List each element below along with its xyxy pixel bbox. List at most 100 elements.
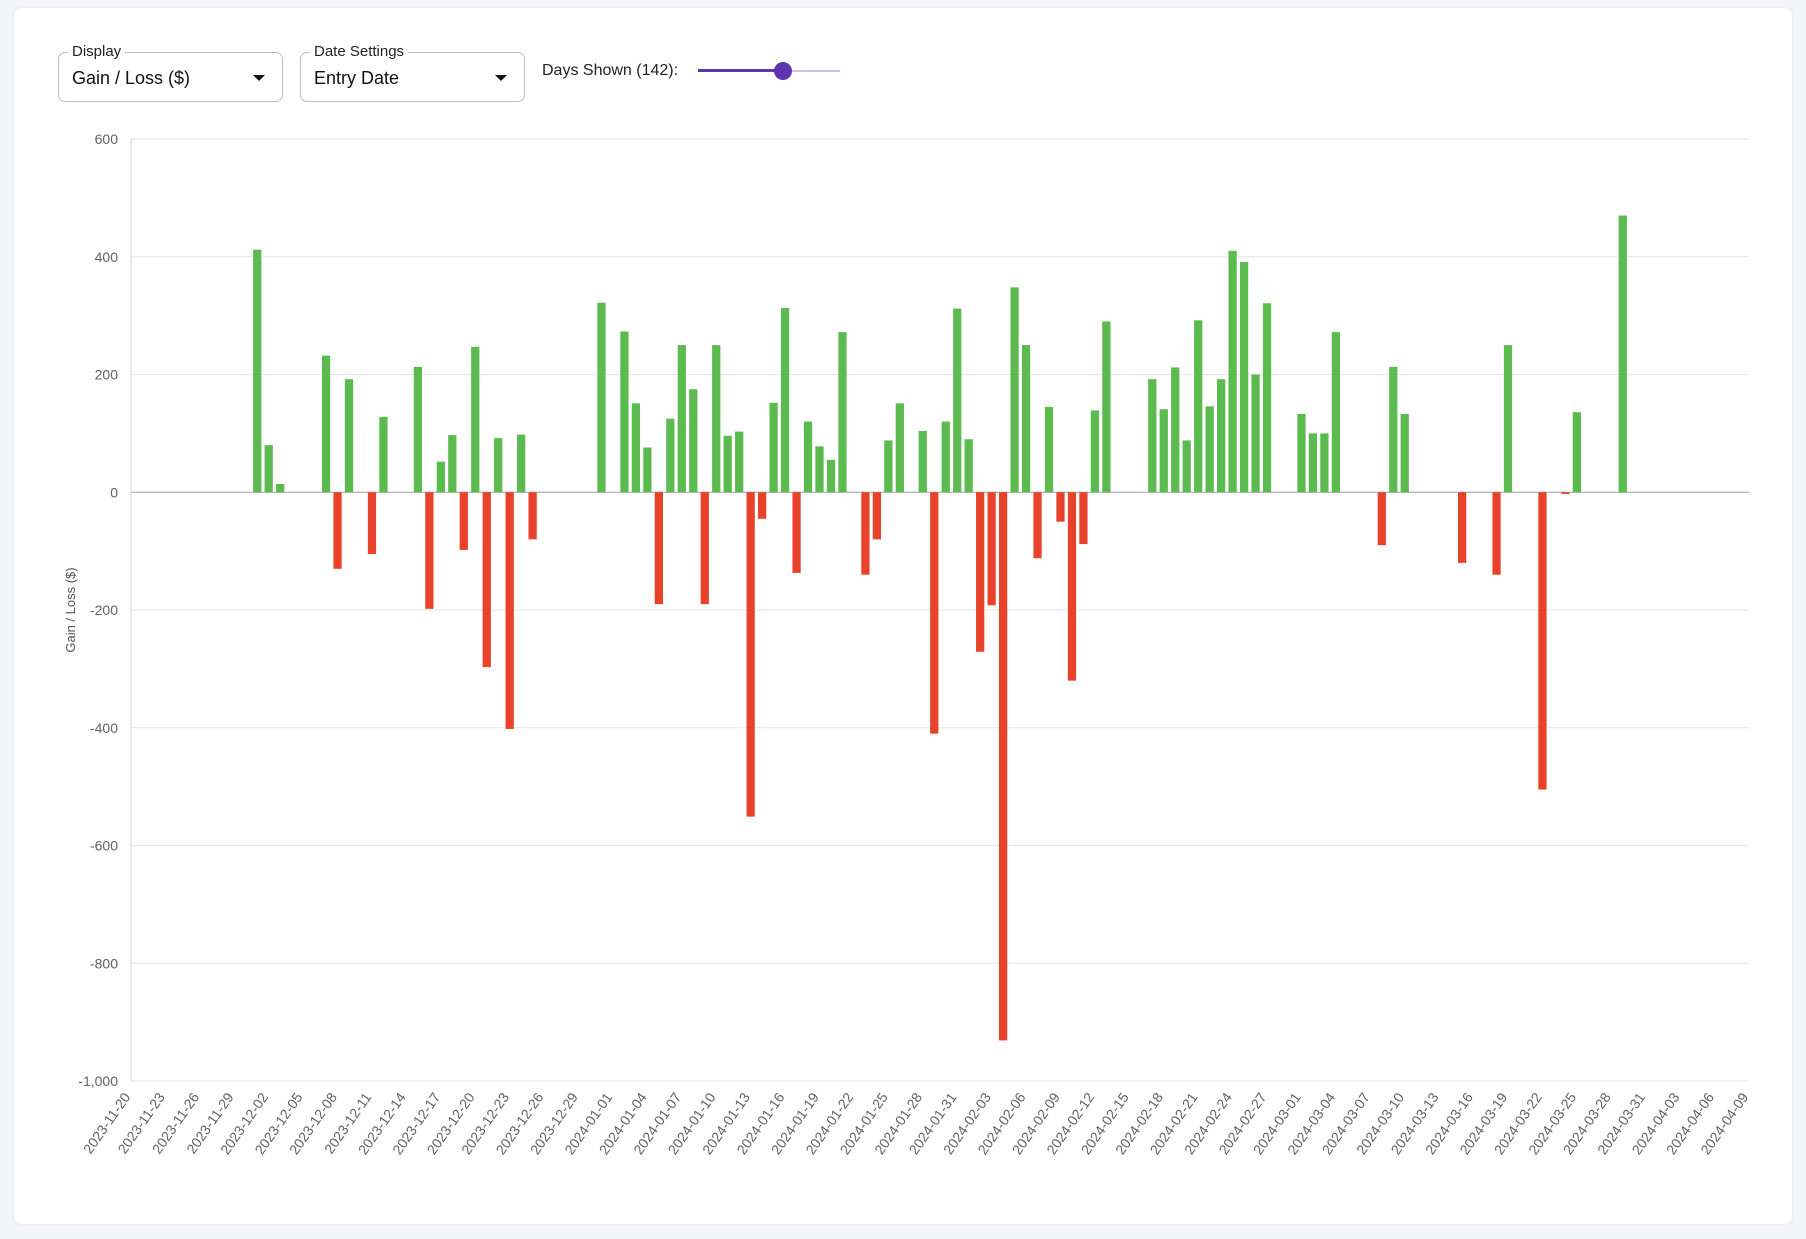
loss-bar: [930, 492, 939, 734]
gain-bar: [723, 435, 732, 493]
date-settings-select[interactable]: Date Settings Entry Date: [300, 43, 525, 102]
loss-bar: [528, 492, 537, 540]
gain-bar: [1251, 374, 1260, 493]
gain-bar: [666, 418, 675, 493]
chart-controls: Display Gain / Loss ($) Date Settings En…: [58, 43, 1258, 104]
gain-bar: [1572, 412, 1582, 493]
gain-bar: [1331, 332, 1341, 493]
gain-bar: [815, 446, 824, 493]
gain-bar: [884, 440, 893, 493]
gain-bar: [1297, 413, 1306, 493]
loss-bar: [758, 492, 767, 519]
gain-bar: [918, 431, 927, 493]
gain-bar: [1228, 250, 1237, 493]
gain-bar: [838, 332, 847, 493]
gain-bar: [1171, 367, 1180, 493]
loss-bar: [1079, 492, 1088, 545]
loss-bar: [1492, 492, 1501, 575]
gain-bar: [620, 331, 629, 493]
loss-bar: [700, 492, 709, 605]
loss-bar: [1457, 492, 1467, 563]
y-tick-label: -400: [90, 720, 118, 736]
gain-bar: [1389, 366, 1398, 493]
gain-bar: [1010, 287, 1019, 493]
gain-bar: [1044, 406, 1054, 493]
gain-bar: [1102, 321, 1111, 493]
date-settings-value: Entry Date: [314, 68, 400, 88]
gain-bar: [780, 307, 790, 493]
gain-bar: [448, 435, 457, 493]
gain-bar: [413, 366, 423, 493]
gain-bar: [276, 484, 285, 493]
gain-bar: [1021, 345, 1031, 493]
gain-bar: [1090, 410, 1100, 493]
gain-bar: [735, 431, 744, 493]
date-settings-label: Date Settings: [310, 43, 409, 60]
slider-thumb[interactable]: [774, 62, 793, 80]
loss-bar: [872, 492, 882, 540]
gain-bar: [379, 416, 388, 493]
gain-bar: [712, 345, 721, 493]
slider-track: [698, 69, 784, 72]
loss-bar: [861, 492, 870, 575]
loss-bar: [746, 492, 755, 817]
gain-bar: [1159, 409, 1168, 493]
chart-card: Display Gain / Loss ($) Date Settings En…: [14, 8, 1792, 1224]
gain-bar: [264, 445, 273, 493]
gain-bar: [689, 389, 698, 493]
display-select-value: Gain / Loss ($): [72, 68, 191, 88]
gain-bar: [321, 355, 331, 493]
gain-bar: [436, 461, 445, 493]
gain-bar: [1503, 345, 1513, 493]
loss-bar: [1377, 492, 1386, 546]
gain-loss-bar-chart: 600 400 200 0 -200 -400 -600 -800 -1,000 2023-11…: [63, 131, 1752, 1157]
loss-bar: [1067, 492, 1077, 681]
gain-bar: [769, 402, 778, 493]
loss-bar: [998, 492, 1008, 1041]
grid-lines: [131, 138, 1749, 1082]
loss-bar: [505, 492, 514, 729]
loss-bar: [654, 492, 663, 605]
gain-bar: [1205, 406, 1214, 493]
days-shown-slider[interactable]: [698, 60, 840, 82]
gain-bar: [1182, 440, 1191, 493]
y-tick-label: -200: [90, 602, 118, 618]
bar-series: [253, 215, 1627, 1041]
loss-bar: [976, 492, 985, 652]
gain-bar: [517, 434, 526, 493]
loss-bar: [459, 492, 468, 550]
loss-bar: [482, 492, 491, 668]
gain-bar: [1308, 433, 1318, 493]
y-tick-label: 400: [95, 249, 119, 265]
y-tick-label: -800: [90, 955, 118, 971]
y-axis-ticks: 600 400 200 0 -200 -400 -600 -800 -1,000: [78, 131, 118, 1089]
loss-bar: [987, 492, 996, 606]
gain-bar: [1320, 433, 1329, 493]
gain-bar: [643, 447, 652, 493]
gain-bar: [826, 459, 836, 493]
display-select[interactable]: Display Gain / Loss ($): [58, 43, 283, 102]
gain-bar: [1262, 303, 1272, 493]
y-axis-title: Gain / Loss ($): [63, 567, 78, 652]
gain-bar: [494, 438, 503, 493]
display-select-label: Display: [68, 43, 126, 60]
y-tick-label: 200: [95, 367, 119, 383]
caret-down-icon: [495, 75, 507, 81]
gain-bar: [1239, 262, 1249, 493]
loss-bar: [1033, 492, 1042, 559]
gain-bar: [677, 345, 686, 493]
gain-bar: [597, 302, 606, 493]
gain-bar: [1148, 379, 1157, 493]
gain-bar: [803, 421, 813, 493]
loss-bar: [333, 492, 342, 569]
loss-bar: [425, 492, 434, 609]
x-axis-ticks: 2023-11-202023-11-232023-11-262023-11-29…: [80, 1089, 1752, 1157]
y-tick-label: -600: [90, 838, 118, 854]
gain-bar: [1194, 320, 1203, 493]
gain-bar: [895, 403, 904, 493]
days-shown-label: Days Shown (142):: [542, 62, 679, 79]
loss-bar: [1538, 492, 1547, 790]
gain-bar: [953, 308, 962, 493]
gain-bar: [253, 249, 262, 493]
y-tick-label: 0: [110, 484, 118, 500]
